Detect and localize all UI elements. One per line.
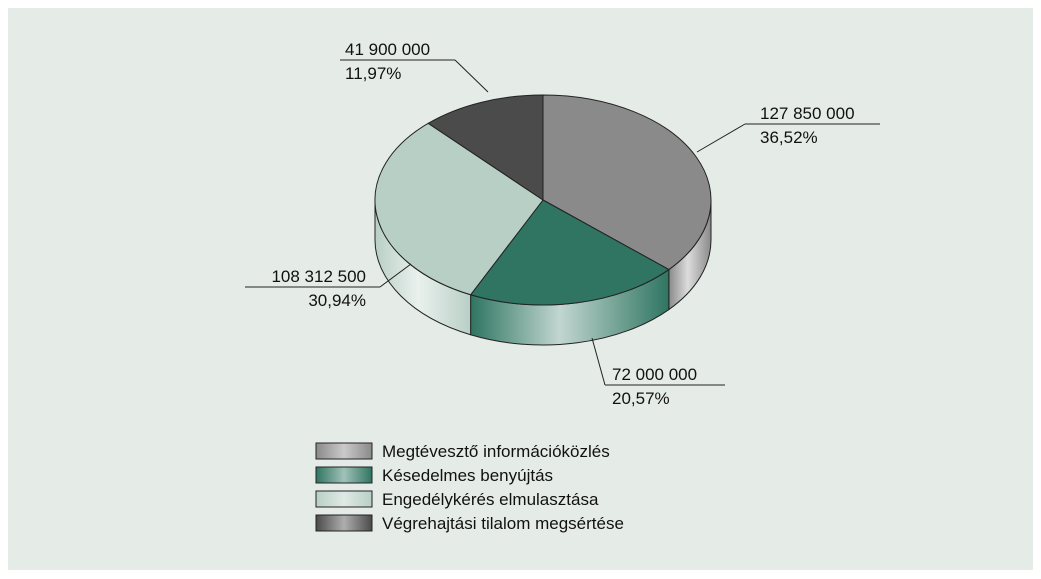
percent-label: 11,97% (345, 64, 401, 83)
legend-label: Megtévesztő információközlés (382, 442, 610, 461)
leader-line (379, 263, 412, 288)
percent-label: 30,94% (308, 291, 366, 310)
leader-line (591, 337, 606, 386)
legend-swatch (315, 442, 373, 460)
legend-swatch (315, 490, 373, 508)
value-label: 127 850 000 (760, 104, 855, 123)
pie-slice (374, 122, 544, 296)
legend-label: Engedélykérés elmulasztása (382, 490, 599, 509)
pie-slice (427, 94, 544, 201)
pie-sides (374, 199, 712, 346)
legend-swatch (315, 514, 373, 532)
legend-label: Késedelmes benyújtás (382, 466, 553, 485)
value-label: 108 312 500 (271, 267, 366, 286)
legend-swatch (315, 466, 373, 484)
legend-label: Végrehajtási tilalom megsértése (382, 514, 624, 533)
percent-label: 20,57% (612, 389, 670, 408)
value-label: 41 900 000 (345, 40, 430, 59)
leader-line (696, 123, 746, 153)
pie-slice (542, 94, 712, 271)
value-label: 72 000 000 (612, 365, 697, 384)
leader-line (454, 59, 489, 93)
percent-label: 36,52% (760, 128, 818, 147)
pie-slice (469, 199, 670, 306)
